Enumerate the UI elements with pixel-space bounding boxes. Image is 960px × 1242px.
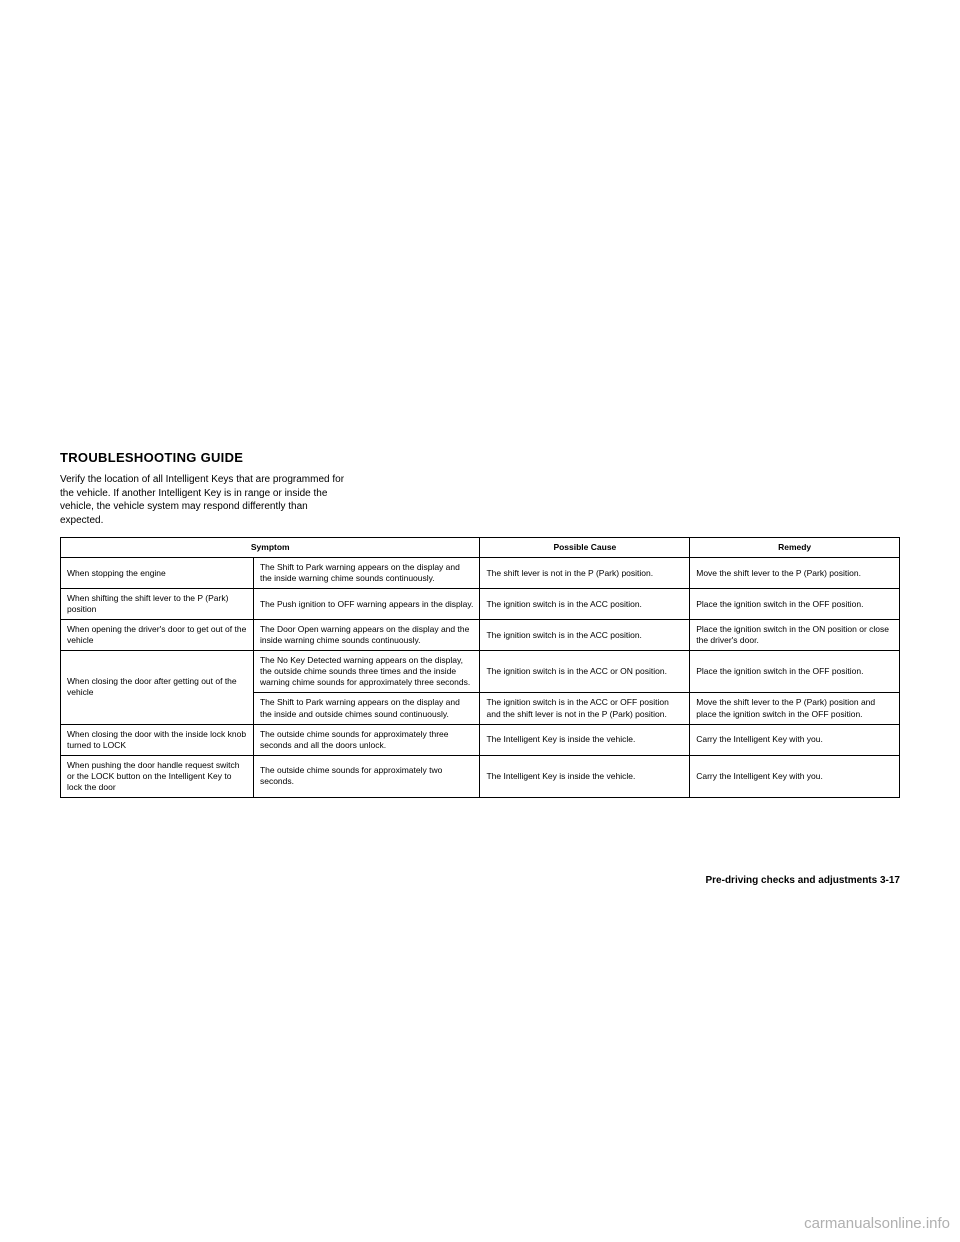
cell-cause: The Intelligent Key is inside the vehicl… <box>480 755 690 797</box>
section-title: TROUBLESHOOTING GUIDE <box>60 450 900 465</box>
cell-remedy: Place the ignition switch in the OFF pos… <box>690 651 900 693</box>
page-footer: Pre-driving checks and adjustments 3-17 <box>705 875 900 886</box>
cell-symptom-b: The Door Open warning appears on the dis… <box>253 620 480 651</box>
cell-symptom-b: The outside chime sounds for approximate… <box>253 724 480 755</box>
cell-symptom-a: When closing the door with the inside lo… <box>61 724 254 755</box>
cell-remedy: Move the shift lever to the P (Park) pos… <box>690 558 900 589</box>
cell-symptom-b: The Shift to Park warning appears on the… <box>253 558 480 589</box>
cell-symptom-a: When opening the driver's door to get ou… <box>61 620 254 651</box>
table-row: When closing the door after getting out … <box>61 651 900 693</box>
cell-symptom-b: The No Key Detected warning appears on t… <box>253 651 480 693</box>
cell-symptom-a: When stopping the engine <box>61 558 254 589</box>
cell-remedy: Place the ignition switch in the ON posi… <box>690 620 900 651</box>
header-symptom: Symptom <box>61 538 480 558</box>
cell-symptom-a: When pushing the door handle request swi… <box>61 755 254 797</box>
table-row: When opening the driver's door to get ou… <box>61 620 900 651</box>
cell-symptom-b: The outside chime sounds for approximate… <box>253 755 480 797</box>
cell-cause: The ignition switch is in the ACC or ON … <box>480 651 690 693</box>
cell-cause: The ignition switch is in the ACC positi… <box>480 589 690 620</box>
table-row: When stopping the engine The Shift to Pa… <box>61 558 900 589</box>
table-row: When closing the door with the inside lo… <box>61 724 900 755</box>
header-cause: Possible Cause <box>480 538 690 558</box>
cell-cause: The ignition switch is in the ACC positi… <box>480 620 690 651</box>
cell-remedy: Carry the Intelligent Key with you. <box>690 755 900 797</box>
cell-remedy: Place the ignition switch in the OFF pos… <box>690 589 900 620</box>
cell-remedy: Carry the Intelligent Key with you. <box>690 724 900 755</box>
cell-cause: The ignition switch is in the ACC or OFF… <box>480 693 690 724</box>
table-row: When pushing the door handle request swi… <box>61 755 900 797</box>
cell-cause: The shift lever is not in the P (Park) p… <box>480 558 690 589</box>
header-remedy: Remedy <box>690 538 900 558</box>
watermark: carmanualsonline.info <box>804 1215 950 1232</box>
cell-symptom-a: When closing the door after getting out … <box>61 651 254 724</box>
cell-symptom-b: The Push ignition to OFF warning appears… <box>253 589 480 620</box>
cell-cause: The Intelligent Key is inside the vehicl… <box>480 724 690 755</box>
table-row: When shifting the shift lever to the P (… <box>61 589 900 620</box>
cell-remedy: Move the shift lever to the P (Park) pos… <box>690 693 900 724</box>
troubleshooting-table: Symptom Possible Cause Remedy When stopp… <box>60 537 900 798</box>
cell-symptom-b: The Shift to Park warning appears on the… <box>253 693 480 724</box>
intro-paragraph: Verify the location of all Intelligent K… <box>60 473 350 527</box>
cell-symptom-a: When shifting the shift lever to the P (… <box>61 589 254 620</box>
